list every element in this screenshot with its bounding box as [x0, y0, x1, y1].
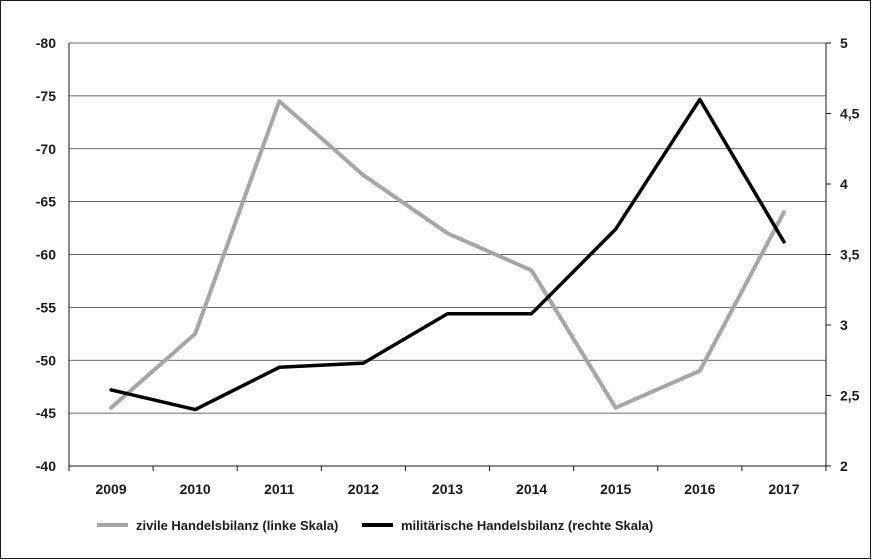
right-tick-label-3: 3,5	[840, 247, 860, 263]
left-tick-label-6: -70	[36, 141, 56, 157]
x-tick-label-8: 2017	[768, 481, 799, 497]
right-tick-label-4: 4	[840, 176, 848, 192]
x-tick-label-1: 2010	[180, 481, 211, 497]
left-tick-label-0: -40	[36, 458, 56, 474]
gridlines	[68, 42, 831, 471]
series-lines	[109, 97, 786, 412]
series-line-0	[109, 99, 786, 410]
right-axis-ticks: 2 2,5 3 3,5 4 4,5 5	[840, 35, 860, 474]
left-tick-label-1: -45	[36, 405, 56, 421]
x-tick-label-4: 2013	[432, 481, 463, 497]
legend-label-civil: zivile Handelsbilanz (linke Skala)	[136, 518, 338, 533]
left-tick-label-7: -75	[36, 88, 56, 104]
left-tick-label-4: -60	[36, 247, 56, 263]
x-tick-label-6: 2015	[600, 481, 631, 497]
right-tick-label-0: 2	[840, 458, 848, 474]
x-tick-label-7: 2016	[684, 481, 715, 497]
left-tick-label-2: -50	[36, 352, 56, 368]
right-tick-label-5: 4,5	[840, 106, 860, 122]
right-tick-label-6: 5	[840, 35, 848, 51]
left-tick-label-3: -55	[36, 299, 56, 315]
left-axis-ticks: -40 -45 -50 -55 -60 -65 -70 -75 -80	[36, 35, 56, 474]
right-tick-label-2: 3	[840, 317, 848, 333]
x-axis-ticks: 2009 2010 2011 2012 2013 2014 2015 2016 2017	[95, 481, 799, 497]
x-tick-label-0: 2009	[95, 481, 126, 497]
series-line-1	[109, 97, 786, 412]
legend: zivile Handelsbilanz (linke Skala) milit…	[97, 518, 653, 533]
x-tick-label-2: 2011	[264, 481, 295, 497]
x-tick-label-5: 2014	[516, 481, 547, 497]
right-tick-label-1: 2,5	[840, 388, 860, 404]
left-tick-label-5: -65	[36, 194, 56, 210]
x-tick-label-3: 2012	[348, 481, 379, 497]
left-tick-label-8: -80	[36, 35, 56, 51]
legend-label-military: militärische Handelsbilanz (rechte Skala…	[401, 518, 653, 533]
